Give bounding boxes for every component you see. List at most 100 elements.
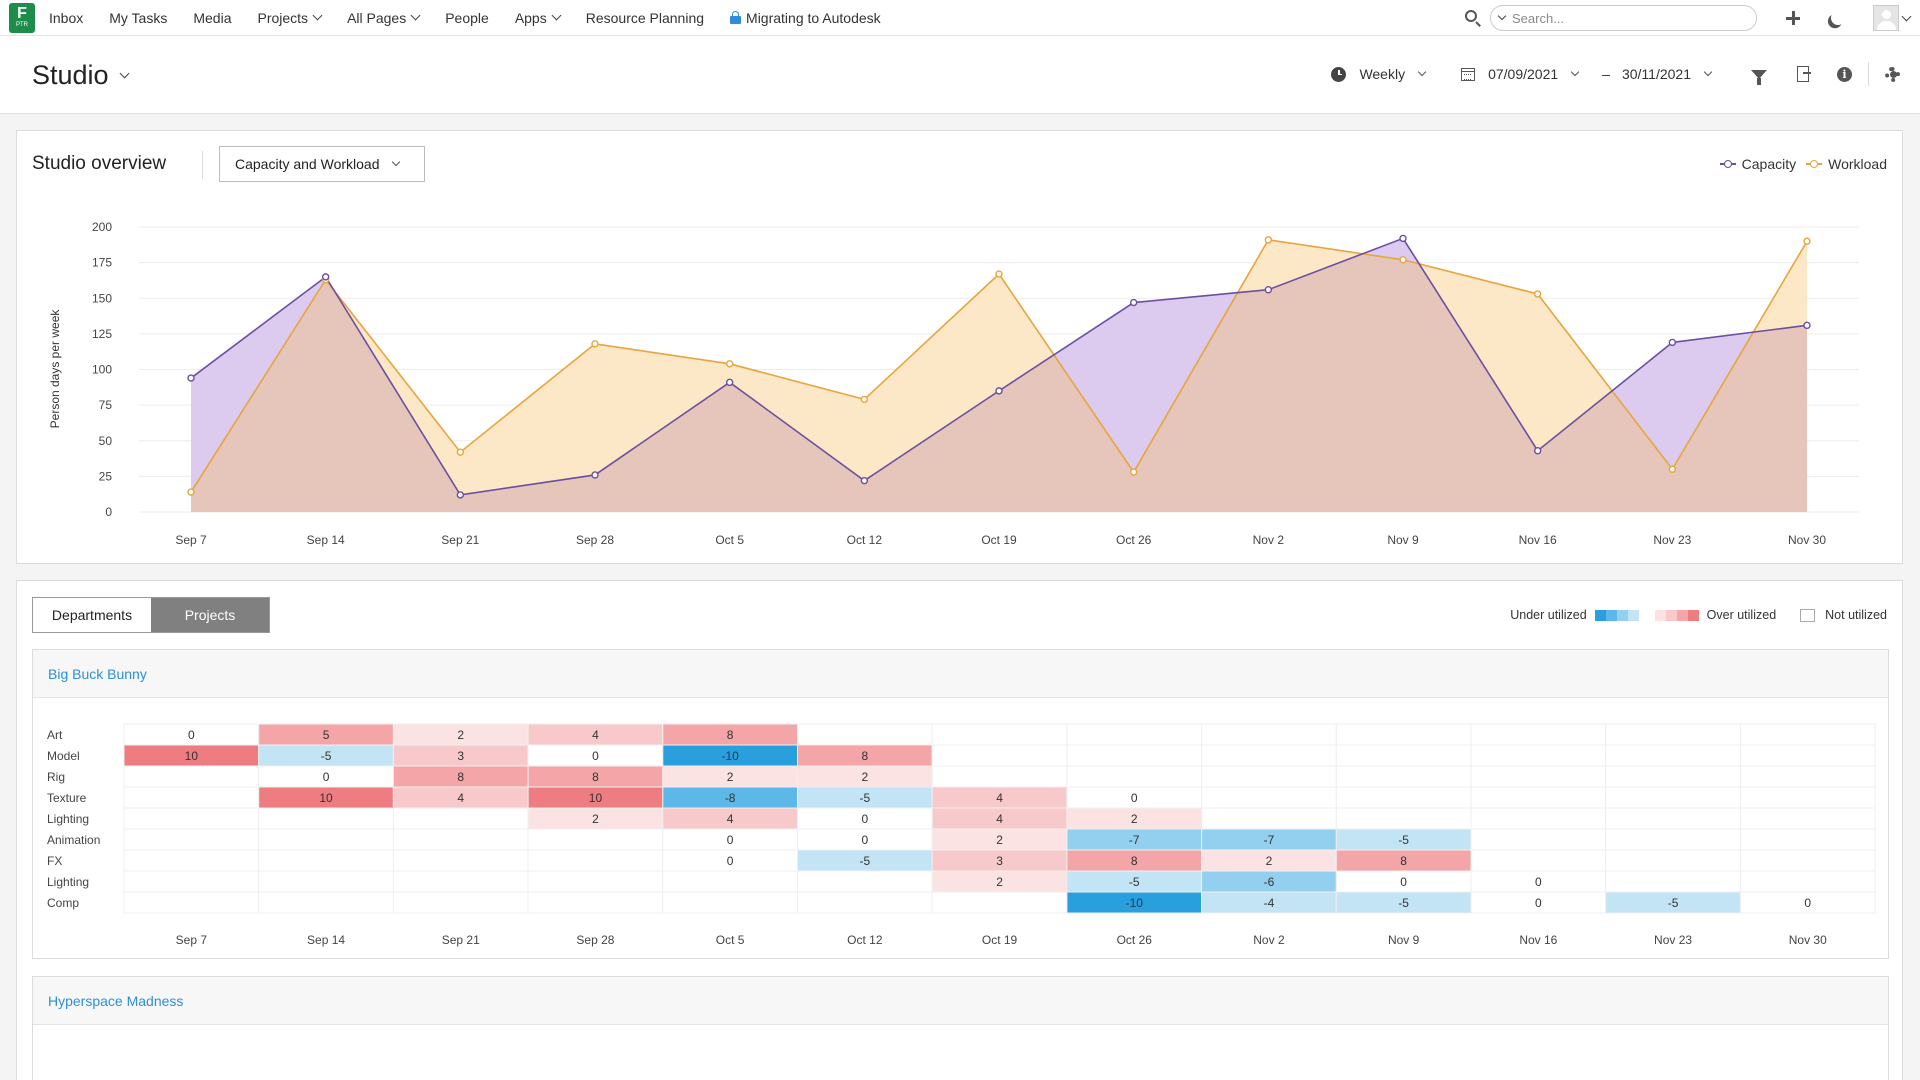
- capacity-point[interactable]: [321, 273, 330, 281]
- week-label: Nov 23: [1654, 933, 1692, 947]
- user-avatar[interactable]: [1873, 5, 1899, 31]
- project-name-link[interactable]: Hyperspace Madness: [33, 977, 1888, 1025]
- date-from-picker[interactable]: 07/09/2021: [1461, 66, 1580, 82]
- nav-item-people[interactable]: People: [445, 10, 489, 26]
- nav-item-projects[interactable]: Projects: [257, 10, 323, 26]
- capacity-point[interactable]: [860, 476, 869, 485]
- search-scope-chevron-icon[interactable]: [1497, 11, 1507, 21]
- utilization-value: 5: [323, 728, 330, 742]
- date-separator: –: [1602, 66, 1610, 82]
- workload-point[interactable]: [591, 340, 599, 348]
- utilization-cell: [258, 849, 394, 872]
- info-icon[interactable]: i: [1837, 66, 1852, 82]
- utilization-value: 0: [727, 833, 734, 847]
- utilization-value: 0: [1131, 791, 1138, 805]
- search-input[interactable]: [1512, 10, 1732, 26]
- capacity-point[interactable]: [995, 387, 1003, 395]
- capacity-point[interactable]: [187, 374, 195, 382]
- utilization-value: 2: [592, 812, 599, 826]
- overview-view-select[interactable]: Capacity and Workload: [219, 146, 425, 182]
- workload-point[interactable]: [1533, 290, 1542, 298]
- header-divider: [1868, 62, 1869, 86]
- utilization-cell: [1605, 765, 1741, 788]
- capacity-point[interactable]: [456, 491, 465, 499]
- utilization-cell: [123, 870, 260, 893]
- capacity-point[interactable]: [1668, 338, 1677, 347]
- y-tick-label: 175: [92, 256, 112, 270]
- nav-item-inbox[interactable]: Inbox: [49, 10, 83, 26]
- legend-marker-icon: [1806, 159, 1823, 169]
- utilization-value: 0: [188, 728, 195, 742]
- avatar-chevron-down-icon[interactable]: [1901, 11, 1912, 21]
- capacity-point[interactable]: [1129, 298, 1138, 307]
- workload-point[interactable]: [995, 270, 1003, 278]
- nav-item-media[interactable]: Media: [193, 10, 231, 26]
- date-to-chevron-down-icon: [1703, 67, 1713, 77]
- utilization-cell: [392, 849, 529, 872]
- utilization-value: 0: [323, 770, 330, 784]
- tab-projects[interactable]: Projects: [151, 598, 269, 632]
- capacity-point[interactable]: [725, 378, 734, 387]
- workload-point[interactable]: [725, 360, 734, 368]
- utilization-value: 2: [1131, 812, 1138, 826]
- project-panel-hyperspace-madness: Hyperspace Madness: [32, 976, 1889, 1080]
- workload-point[interactable]: [1399, 256, 1407, 264]
- workload-point[interactable]: [860, 395, 869, 404]
- utilization-cell: [1335, 807, 1472, 830]
- workload-point[interactable]: [1668, 465, 1677, 473]
- app-logo[interactable]: F PTR: [9, 2, 35, 33]
- legend-item-workload[interactable]: Workload: [1806, 156, 1887, 172]
- week-label: Oct 12: [847, 933, 883, 947]
- project-name-link[interactable]: Big Buck Bunny: [33, 650, 1888, 698]
- filter-icon[interactable]: [1751, 69, 1767, 85]
- nav-item-my-tasks[interactable]: My Tasks: [109, 10, 167, 26]
- utilization-grid: Art 0 5 2 4 8 Model 10 -5 3 0 -10 8 Rig 0 8 8 2 2 Texture 10…: [47, 723, 1876, 947]
- utilization-cell: [1605, 723, 1741, 746]
- period-select[interactable]: Weekly: [1331, 66, 1427, 82]
- utilization-cell: [1335, 723, 1472, 746]
- workload-point[interactable]: [1264, 236, 1273, 244]
- nav-item-all-pages[interactable]: All Pages: [347, 10, 421, 26]
- dark-mode-icon[interactable]: [1829, 9, 1847, 27]
- workload-point[interactable]: [1129, 468, 1138, 476]
- nav-item-apps[interactable]: Apps: [514, 9, 562, 26]
- y-tick-label: 25: [99, 469, 113, 483]
- x-tick-label: Oct 19: [981, 533, 1017, 547]
- under-utilized-label: Under utilized: [1510, 608, 1587, 622]
- utilization-cell: [1470, 723, 1607, 746]
- not-utilized-label: Not utilized: [1825, 608, 1887, 622]
- calendar-icon: [1461, 67, 1476, 81]
- utilization-cell: [123, 786, 260, 809]
- workload-point[interactable]: [1803, 237, 1811, 245]
- nav-item-label: Apps: [514, 9, 547, 26]
- utilization-value: 8: [862, 749, 869, 763]
- legend-item-capacity[interactable]: Capacity: [1719, 156, 1796, 172]
- export-icon[interactable]: [1797, 66, 1811, 82]
- search-icon[interactable]: [1464, 9, 1482, 27]
- nav-item-migrating[interactable]: Migrating to Autodesk: [730, 10, 881, 26]
- capacity-point[interactable]: [1399, 234, 1407, 243]
- utilization-tabs: Departments Projects: [32, 597, 270, 633]
- capacity-point[interactable]: [1533, 447, 1542, 455]
- utilization-cell[interactable]: [1739, 891, 1876, 914]
- utilization-cell: [1201, 723, 1337, 746]
- page-title-dropdown[interactable]: Studio: [32, 60, 130, 91]
- nav-item-resource-planning[interactable]: Resource Planning: [586, 10, 704, 26]
- utilization-cell: [662, 891, 798, 914]
- y-axis-label: Person days per week: [48, 309, 62, 429]
- add-icon[interactable]: [1785, 10, 1801, 26]
- utilization-value: 3: [996, 854, 1003, 868]
- capacity-point[interactable]: [1264, 285, 1273, 294]
- capacity-point[interactable]: [1803, 321, 1811, 330]
- gear-icon[interactable]: [1885, 66, 1900, 82]
- tab-departments[interactable]: Departments: [33, 598, 151, 632]
- lock-icon: [730, 11, 742, 24]
- workload-point[interactable]: [187, 488, 195, 496]
- utilization-card: Departments Projects Under utilized Over …: [16, 580, 1903, 1080]
- x-tick-label: Oct 5: [715, 533, 744, 547]
- utilization-value: 4: [727, 812, 734, 826]
- workload-point[interactable]: [456, 448, 465, 456]
- utilization-value: 2: [727, 770, 734, 784]
- capacity-point[interactable]: [591, 471, 599, 479]
- date-to-picker[interactable]: 30/11/2021: [1622, 66, 1713, 82]
